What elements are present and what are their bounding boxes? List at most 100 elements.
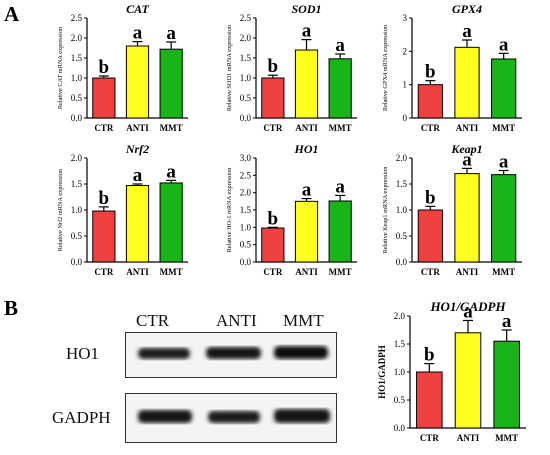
x-tick-label: CTR bbox=[421, 123, 441, 133]
y-tick-label: 1.0 bbox=[71, 205, 83, 215]
significance-letter: b bbox=[425, 62, 436, 83]
panel-label-a: A bbox=[4, 2, 20, 26]
y-tick-label: 1.0 bbox=[394, 367, 406, 377]
x-tick-label: CTR bbox=[94, 267, 114, 277]
blot-protein-label-ho1: HO1 bbox=[66, 344, 100, 363]
y-tick-label: 0.5 bbox=[394, 395, 406, 405]
bar-ctr bbox=[261, 77, 285, 119]
chart-title: CAT bbox=[126, 2, 149, 16]
y-tick-label: 2.0 bbox=[71, 153, 83, 163]
chart-title: HO1 bbox=[294, 142, 319, 156]
chart-5: Keap1 0.0 0.5 1.0 1.5 2.0 Relative Keap1 mRNA … bbox=[382, 142, 522, 277]
bar-anti bbox=[454, 332, 482, 429]
x-tick-label: MMT bbox=[492, 123, 515, 133]
significance-letter: b bbox=[268, 56, 279, 77]
significance-letter: b bbox=[99, 57, 110, 78]
y-axis-label: Relative HO-1 mRNA expression bbox=[226, 167, 233, 253]
chart-0: CAT 0.0 0.5 1.0 1.5 2.0 2.5 Relative CAT mRNA e… bbox=[57, 2, 188, 133]
y-tick-label: 2.0 bbox=[71, 33, 83, 43]
y-tick-label: 3.0 bbox=[240, 153, 252, 163]
bar-mmt bbox=[328, 58, 352, 119]
bar-mmt bbox=[491, 58, 517, 119]
bar-anti bbox=[454, 46, 480, 119]
bar-ctr bbox=[416, 371, 443, 429]
bar-anti bbox=[294, 200, 319, 263]
chart-title: HO1/GADPH bbox=[429, 299, 506, 314]
significance-letter: a bbox=[166, 161, 176, 182]
x-tick-label: CTR bbox=[263, 267, 283, 277]
significance-letter: a bbox=[462, 149, 472, 170]
blot-lane-label-anti: ANTI bbox=[216, 311, 257, 330]
significance-letter: a bbox=[133, 165, 143, 186]
y-tick-label: 2.5 bbox=[71, 13, 83, 23]
x-tick-label: ANTI bbox=[457, 433, 480, 443]
bar-anti bbox=[125, 45, 150, 119]
significance-letter: a bbox=[499, 34, 509, 55]
y-tick-label: 0.0 bbox=[240, 257, 252, 267]
blot-band-ho1-mmt bbox=[274, 346, 328, 359]
chart-title: Nrf2 bbox=[125, 142, 149, 156]
x-tick-label: ANTI bbox=[126, 123, 149, 133]
blot-lane-label-mmt: MMT bbox=[283, 311, 324, 330]
chart-title: SOD1 bbox=[291, 2, 321, 16]
significance-letter: a bbox=[499, 151, 509, 172]
blot-band-ho1-ctr bbox=[138, 348, 190, 359]
y-axis-label: Relative GPX4 mRNA expression bbox=[382, 24, 389, 111]
blot-image-gadph bbox=[125, 393, 337, 443]
significance-letter: b bbox=[425, 187, 436, 208]
significance-letter: a bbox=[133, 23, 143, 44]
significance-letter: a bbox=[335, 176, 345, 197]
y-tick-label: 0.0 bbox=[396, 257, 408, 267]
bar-ctr bbox=[92, 210, 116, 263]
y-tick-label: 1.5 bbox=[71, 53, 83, 63]
blot-bands-ho1 bbox=[138, 346, 328, 359]
bar-anti bbox=[294, 49, 319, 119]
significance-letter: a bbox=[335, 35, 345, 56]
x-tick-label: MMT bbox=[329, 267, 352, 277]
chart-4: HO1 0.0 0.5 1.0 1.5 2.0 2.5 3.0 Relative HO-1 mR… bbox=[226, 142, 357, 277]
y-axis-label: Relative Nrf2 mRNA expression bbox=[57, 168, 64, 251]
bar-anti bbox=[125, 185, 150, 263]
bar-anti bbox=[454, 173, 480, 263]
y-tick-label: 1.5 bbox=[394, 339, 406, 349]
chart-title: GPX4 bbox=[452, 2, 482, 16]
bar-ctr bbox=[261, 227, 285, 263]
y-tick-label: 1 bbox=[403, 80, 408, 90]
y-tick-label: 1.5 bbox=[396, 179, 408, 189]
panel-label-b: B bbox=[4, 296, 19, 320]
y-tick-label: 1.5 bbox=[240, 53, 252, 63]
x-tick-label: CTR bbox=[420, 433, 440, 443]
y-tick-label: 0.5 bbox=[71, 231, 83, 241]
y-axis-label: Relative Keap1 mRNA expression bbox=[382, 166, 389, 254]
y-axis-label: Relative SOD1 mRNA expression bbox=[226, 24, 233, 111]
y-tick-label: 0.0 bbox=[71, 113, 83, 123]
significance-letter: a bbox=[462, 21, 472, 42]
bar-mmt bbox=[159, 48, 183, 119]
y-tick-label: 1.0 bbox=[240, 73, 252, 83]
blot-band-ho1-anti bbox=[206, 347, 261, 359]
y-tick-label: 0.5 bbox=[396, 231, 408, 241]
bar-ctr bbox=[92, 77, 116, 119]
bar-mmt bbox=[493, 340, 520, 429]
significance-letter: a bbox=[463, 301, 473, 322]
y-tick-label: 1.5 bbox=[240, 205, 252, 215]
chart-3: Nrf2 0.0 0.5 1.0 1.5 2.0 Relative Nrf2 mRNA ex… bbox=[57, 142, 188, 277]
significance-letter: a bbox=[302, 21, 312, 42]
y-tick-label: 2.5 bbox=[240, 13, 252, 23]
x-tick-label: MMT bbox=[160, 123, 183, 133]
y-tick-label: 2.5 bbox=[240, 170, 252, 180]
x-tick-label: MMT bbox=[492, 267, 515, 277]
y-tick-label: 1.5 bbox=[71, 179, 83, 189]
significance-letter: b bbox=[424, 345, 435, 366]
blot-band-gadph-mmt bbox=[274, 409, 330, 423]
blot-band-gadph-anti bbox=[208, 411, 260, 423]
significance-letter: b bbox=[268, 208, 279, 229]
x-tick-label: CTR bbox=[263, 123, 283, 133]
blot-band-gadph-ctr bbox=[138, 410, 192, 423]
x-tick-label: MMT bbox=[495, 433, 518, 443]
significance-letter: a bbox=[302, 180, 312, 201]
bar-ctr bbox=[417, 84, 443, 119]
bar-mmt bbox=[328, 200, 352, 263]
y-tick-label: 0.0 bbox=[240, 113, 252, 123]
